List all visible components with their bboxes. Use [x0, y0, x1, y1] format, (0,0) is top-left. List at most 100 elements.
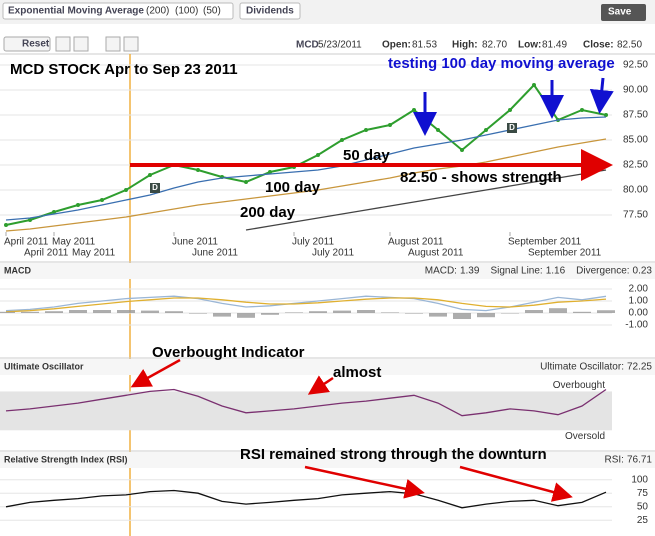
reset: Reset	[22, 39, 50, 50]
price-point	[484, 128, 488, 132]
readout-value: 1.39	[460, 266, 480, 277]
period: (200)	[146, 6, 169, 17]
readout-value: 1.16	[546, 266, 566, 277]
quote-value: 82.70	[482, 40, 507, 51]
x-tick-label: September 2011	[528, 248, 602, 259]
x-tick-label: April 2011	[4, 237, 49, 248]
price-point	[580, 108, 584, 112]
series-line	[5, 388, 607, 417]
series-line	[245, 169, 607, 231]
y-tick-label: 0.00	[629, 308, 649, 319]
x-tick-label: April 2011	[24, 248, 69, 259]
dividend-marker	[150, 183, 160, 193]
series-line	[5, 83, 607, 226]
x-tick-label: August 2011	[408, 248, 464, 259]
price-point	[436, 128, 440, 132]
price-point	[244, 180, 248, 184]
chart-title: MCD STOCK Apr to Sep 23 2011	[10, 61, 238, 78]
divergence-bar	[309, 311, 327, 313]
tool-button[interactable]	[105, 36, 121, 52]
price-point	[604, 113, 608, 117]
annotation: 82.50 - shows strength	[400, 169, 562, 186]
divergence-bar	[597, 310, 615, 313]
price-point	[196, 168, 200, 172]
divergence-bar	[189, 313, 207, 314]
divergence-bar	[549, 308, 567, 313]
divergence-bar	[21, 311, 39, 313]
period: (50)	[203, 6, 221, 17]
x-tick-label: September 2011	[508, 237, 582, 248]
readout-label: MACD:	[425, 266, 457, 277]
price-point	[460, 148, 464, 152]
panel-title: MACD	[4, 265, 31, 275]
divergence-bar	[453, 313, 471, 319]
divergence-bar	[165, 311, 183, 313]
price-point	[364, 128, 368, 132]
panel-title: Relative Strength Index (RSI)	[4, 454, 128, 464]
price-point	[340, 138, 344, 142]
price-point	[268, 170, 272, 174]
y-tick-label: 90.00	[623, 85, 648, 96]
annotation: almost	[333, 364, 381, 381]
divergence-bar	[381, 312, 399, 313]
dividends-chip[interactable]	[239, 2, 301, 20]
divergence-bar	[117, 310, 135, 313]
price-point	[100, 198, 104, 202]
quote-value: 81.53	[412, 40, 437, 51]
save: Save	[608, 7, 632, 18]
quote-value: 82.50	[617, 40, 642, 51]
dividends: Dividends	[246, 6, 294, 17]
annotation: 200 day	[240, 204, 296, 221]
y-tick-label: 1.00	[629, 296, 649, 307]
annotation: 100 day	[265, 179, 321, 196]
arrow	[307, 375, 334, 395]
reset-button[interactable]	[3, 36, 51, 52]
readout-value: 0.23	[633, 266, 653, 277]
y-tick-label: 87.50	[623, 110, 648, 121]
x-tick-label: July 2011	[312, 248, 355, 259]
readout-label: Signal Line:	[490, 266, 542, 277]
divergence-bar	[501, 313, 519, 314]
readout-label: Divergence:	[576, 266, 629, 277]
divergence-bar	[573, 311, 591, 313]
indicator-chip[interactable]	[2, 2, 234, 20]
arrow	[459, 465, 573, 502]
divergence-bar	[69, 310, 87, 313]
y-tick-label: 25	[637, 515, 649, 526]
annotation: RSI remained strong through the downturn	[240, 446, 547, 463]
y-tick-label: 92.50	[623, 60, 648, 71]
y-tick-label: 75	[637, 488, 649, 499]
x-tick-label: June 2011	[192, 248, 238, 259]
x-tick-label: August 2011	[388, 237, 444, 248]
x-tick-label: June 2011	[172, 237, 218, 248]
readout-label: Ultimate Oscillator:	[540, 362, 624, 373]
price-point	[52, 210, 56, 214]
divergence-bar	[477, 313, 495, 318]
tool-button[interactable]	[123, 36, 139, 52]
tool-button[interactable]	[73, 36, 89, 52]
price-point	[76, 203, 80, 207]
divergence-bar	[333, 310, 351, 313]
plots: 77.50 80.00 82.50 85.00 87.50 90.00 92.50 April…	[0, 55, 655, 526]
divergence-bar	[45, 311, 63, 313]
arrow	[304, 465, 425, 499]
quote-date: 5/23/2011	[318, 40, 362, 51]
panel-header	[0, 263, 655, 279]
save-button[interactable]	[601, 4, 646, 21]
annotation: 50 day	[343, 147, 390, 164]
divergence-bar	[285, 312, 303, 313]
divergence-bar	[213, 313, 231, 317]
quote-label: Low:	[518, 40, 541, 51]
band	[0, 391, 612, 431]
x-tick-label: July 2011	[292, 237, 335, 248]
dividend-label: D	[152, 183, 158, 192]
series-line	[5, 297, 607, 313]
y-tick-label: 2.00	[629, 284, 649, 295]
dividend-label: D	[509, 123, 515, 132]
quote-label: Open:	[382, 40, 411, 51]
series-line	[5, 116, 607, 221]
tool-button[interactable]	[55, 36, 71, 52]
y-tick-label: 85.00	[623, 135, 648, 146]
